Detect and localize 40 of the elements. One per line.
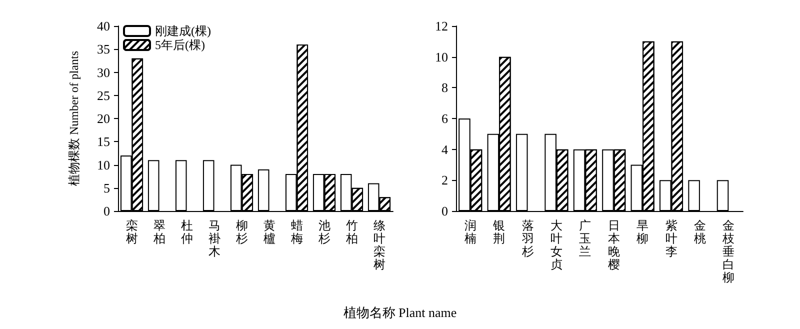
legend-label: 刚建成(棵) [155, 24, 211, 38]
x-tick-label: 杜仲 [180, 218, 193, 246]
x-tick-label: 黄櫨 [263, 218, 276, 246]
y-tick-label: 4 [442, 142, 448, 157]
y-tick-label: 8 [442, 80, 448, 96]
x-tick-label: 池杉 [317, 218, 330, 246]
x-tick-label: 金桃 [694, 218, 706, 246]
y-tick-label: 30 [97, 64, 110, 80]
y-tick-label: 40 [97, 18, 110, 34]
legend-label: 5年后(棵) [155, 38, 205, 52]
x-tick-label: 金枝垂白柳 [722, 218, 735, 284]
x-tick-label: 竹柏 [344, 218, 358, 246]
x-tick-label: 落羽杉 [520, 218, 534, 258]
x-tick-label: 马褂木 [208, 218, 220, 258]
x-tick-label: 翠柏 [152, 218, 166, 246]
y-tick-label: 0 [442, 204, 448, 218]
x-tick-label: 蜡梅 [290, 218, 303, 246]
y-tick-label: 5 [104, 180, 110, 196]
y-tick-label: 10 [435, 49, 448, 64]
x-tick-label: 紫叶李 [665, 218, 678, 258]
y-tick-label: 12 [435, 18, 448, 34]
y-tick-label: 20 [97, 111, 110, 126]
y-tick-label: 10 [97, 157, 110, 172]
x-axis-title: 植物名称 Plant name [342, 304, 458, 322]
y-tick-label: 15 [97, 134, 110, 150]
y-tick-label: 6 [442, 111, 448, 126]
y-axis-title: 植物棵数 Number of plants [67, 50, 81, 186]
y-tick-label: 35 [97, 42, 110, 57]
x-tick-label: 绦叶栾树 [373, 218, 386, 272]
y-tick-label: 0 [104, 204, 110, 218]
x-tick-label: 旱柳 [636, 218, 649, 246]
y-tick-label: 25 [97, 88, 110, 103]
x-tick-label: 日本晚樱 [608, 218, 620, 272]
x-tick-label: 栾树 [126, 218, 138, 246]
x-tick-label: 润楠 [464, 218, 476, 246]
x-tick-label: 大叶女贞 [550, 218, 562, 272]
x-tick-label: 广玉兰 [579, 218, 592, 258]
x-tick-label: 柳杉 [234, 218, 248, 246]
x-tick-label: 银荆 [492, 218, 506, 246]
y-tick-label: 2 [442, 172, 448, 188]
